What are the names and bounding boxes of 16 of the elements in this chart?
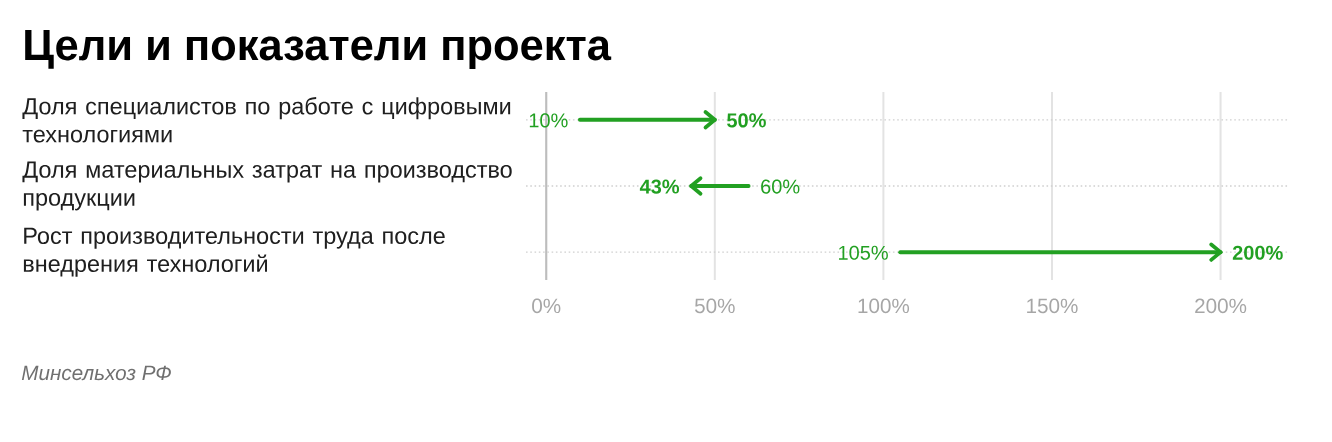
annotation: 200% (1232, 245, 1283, 260)
x-tick-label: 200% (1195, 298, 1247, 314)
annotation: 43% (639, 179, 680, 194)
x-tick-label: 100% (858, 298, 910, 314)
x-tick-label: 0% (532, 298, 561, 314)
x-tick-label: 50% (694, 298, 735, 314)
y-tick-label: Доля материальных затрат на производство продукции (22, 161, 512, 211)
x-tick-label: 150% (1027, 298, 1078, 314)
annotation: 105% (839, 245, 888, 260)
y-tick-label: Доля специалистов по работе с цифровыми технологиями (22, 97, 511, 143)
chart-title: Цели и показатели проекта (25, 30, 612, 69)
text: Минсельхоз РФ (21, 365, 171, 381)
annotation: 60% (761, 179, 800, 194)
annotation: 50% (727, 113, 766, 128)
annotation: 10% (529, 113, 568, 128)
y-tick-label: Рост производительности труда после внедрения технологий (23, 227, 445, 277)
